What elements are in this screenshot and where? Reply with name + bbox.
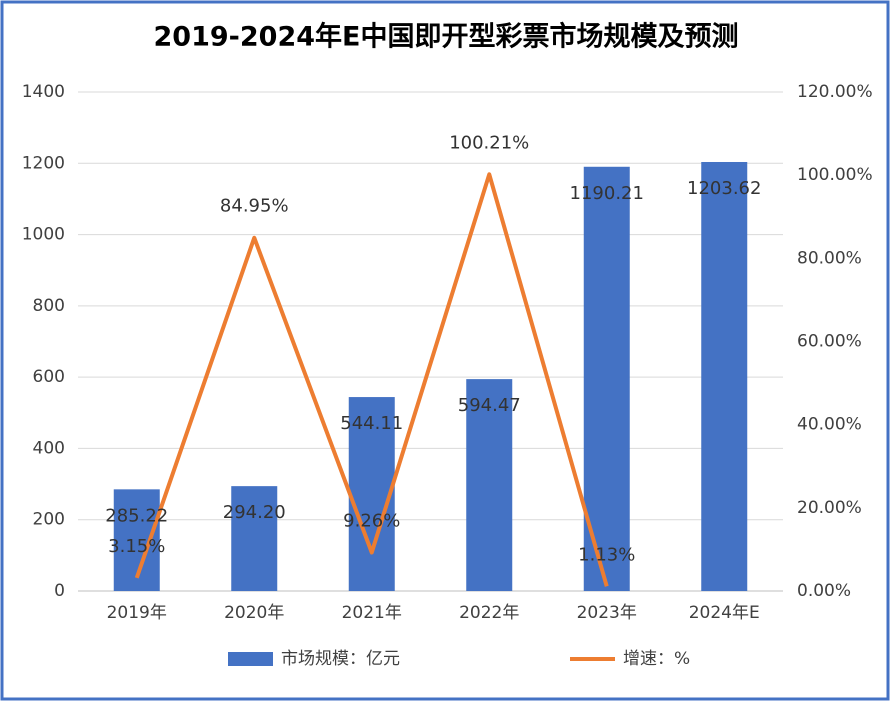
bar [583, 166, 630, 591]
y2-tick-label: 0.00% [797, 581, 851, 601]
y-tick-label: 0 [54, 581, 65, 601]
y-tick-label: 1200 [22, 153, 65, 173]
bar [231, 486, 278, 591]
x-tick-label: 2024年E [689, 603, 760, 623]
bar [466, 379, 513, 591]
y2-tick-label: 20.00% [797, 498, 862, 518]
line [134, 172, 609, 587]
data-label: 594.47 [458, 395, 521, 416]
y-tick-label: 400 [33, 438, 65, 458]
legend-label: 增速：% [623, 649, 690, 669]
data-label: 1190.21 [570, 183, 644, 204]
y-tick-label: 1400 [22, 82, 65, 102]
x-tick-label: 2023年 [577, 603, 637, 623]
y-tick-label: 1000 [22, 225, 65, 245]
data-label: 84.95% [220, 196, 289, 217]
data-label: 100.21% [449, 132, 529, 153]
data-label: 9.26% [343, 510, 400, 531]
y-tick-label: 600 [33, 367, 65, 387]
data-label: 1.13% [578, 544, 635, 565]
y-tick-label: 800 [33, 296, 65, 316]
data-label: 3.15% [108, 536, 165, 557]
legend-swatch [228, 652, 273, 666]
y2-tick-label: 40.00% [797, 415, 862, 435]
x-tick-label: 2019年 [107, 603, 167, 623]
data-label: 1203.62 [687, 178, 761, 199]
data-label: 544.11 [340, 413, 403, 434]
bar [701, 161, 748, 592]
y2-tick-label: 120.00% [797, 82, 873, 102]
y2-tick-label: 100.00% [797, 165, 873, 185]
x-tick-label: 2020年 [224, 603, 284, 623]
data-label: 294.20 [223, 502, 286, 523]
y2-tick-label: 60.00% [797, 332, 862, 352]
x-tick-label: 2022年 [459, 603, 519, 623]
chart-title: 2019-2024年E中国即开型彩票市场规模及预测 [154, 21, 739, 53]
x-tick-label: 2021年 [342, 603, 402, 623]
legend-label: 市场规模：亿元 [281, 649, 400, 669]
y2-tick-label: 80.00% [797, 248, 862, 268]
bar [348, 397, 395, 591]
y-tick-label: 200 [33, 510, 65, 530]
data-label: 285.22 [105, 505, 168, 526]
